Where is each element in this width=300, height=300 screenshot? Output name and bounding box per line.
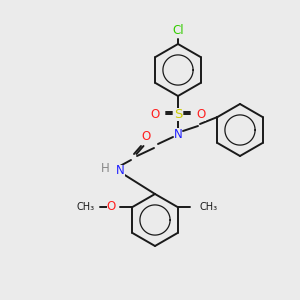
Text: Cl: Cl (172, 24, 184, 37)
Text: CH₃: CH₃ (76, 202, 94, 212)
Text: N: N (174, 128, 182, 140)
Text: O: O (196, 107, 206, 121)
Text: O: O (141, 130, 151, 143)
Text: H: H (101, 161, 110, 175)
Text: CH₃: CH₃ (200, 202, 217, 212)
Text: S: S (174, 107, 182, 121)
Text: O: O (107, 200, 116, 214)
Text: O: O (150, 107, 160, 121)
Text: N: N (116, 164, 125, 178)
